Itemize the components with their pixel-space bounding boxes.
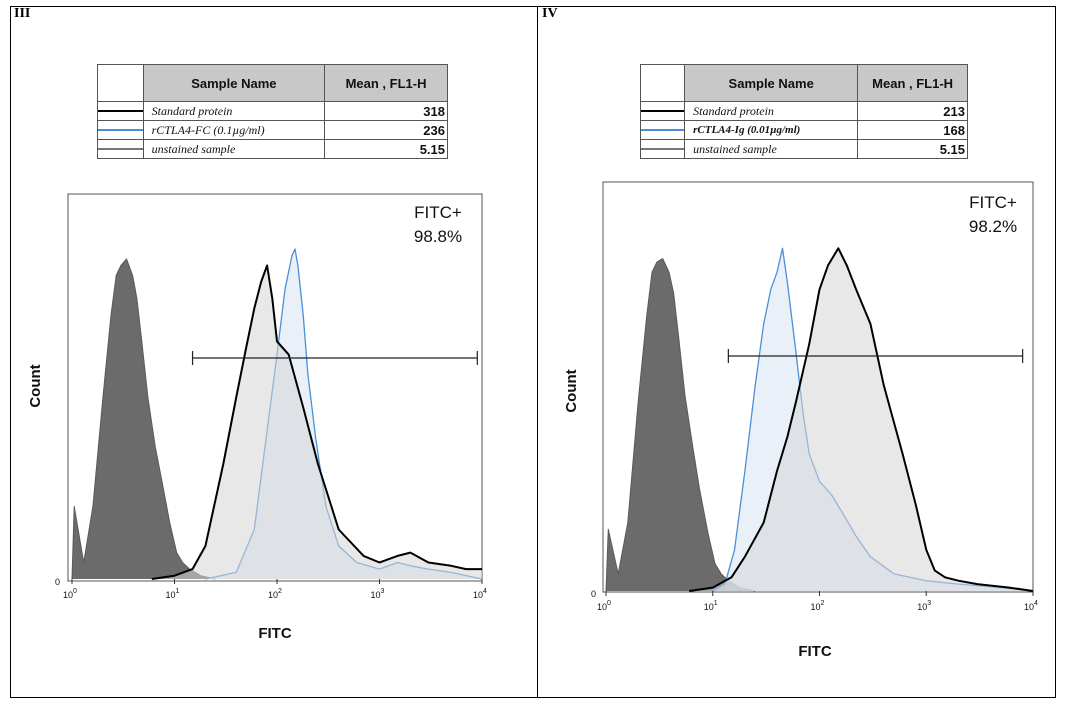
x-tick-label: 104 — [473, 588, 487, 600]
legend-mean-value: 213 — [857, 101, 968, 121]
legend-row: Standard protein 318 — [97, 101, 448, 121]
histogram-line-standard-protein — [688, 247, 1034, 592]
gate-label-name: FITC+ — [969, 193, 1017, 212]
legend-swatch — [97, 101, 144, 121]
panel-divider — [537, 6, 538, 698]
legend-row: rCTLA4-FC (0.1µg/ml) 236 — [97, 120, 448, 140]
y-zero-label: 0 — [591, 589, 596, 599]
x-tick-label: 100 — [63, 588, 77, 600]
legend-sample-name: rCTLA4-FC (0.1µg/ml) — [142, 120, 326, 140]
histogram-line-standard-protein — [151, 264, 482, 580]
histogram-series-group — [71, 248, 483, 580]
legend-swatch — [97, 139, 144, 159]
x-tick-label: 104 — [1024, 600, 1038, 612]
gate-label-percent: 98.2% — [969, 217, 1017, 236]
y-axis-label: Count — [563, 369, 580, 412]
legend-mean-value: 236 — [324, 120, 448, 140]
legend-mean-value: 318 — [324, 101, 448, 121]
header-mean: Mean , FL1-H — [324, 64, 448, 102]
header-sample-name: Sample Name — [684, 64, 859, 102]
legend-row: rCTLA4-Ig (0.01µg/ml) 168 — [639, 120, 968, 140]
legend-mean-value: 168 — [857, 120, 968, 140]
histogram-series-group — [605, 247, 1034, 592]
header-mean: Mean , FL1-H — [857, 64, 968, 102]
histogram-fill-standard-protein — [151, 265, 483, 579]
panel-iv: IV Sample Name Mean , FL1-H Standard pro… — [538, 6, 1056, 698]
gate-label-percent: 98.8% — [414, 227, 462, 246]
x-tick-label: 103 — [371, 588, 385, 600]
legend-sample-name: Standard protein — [684, 101, 859, 121]
legend-swatch — [639, 120, 686, 140]
x-tick-label: 102 — [811, 600, 825, 612]
header-sample-name: Sample Name — [142, 64, 326, 102]
x-axis-ticks: 100 101 102 103 104 — [63, 579, 487, 600]
histogram-fill-unstained-sample — [606, 258, 756, 591]
gate-marker — [727, 349, 1024, 363]
x-tick-label: 101 — [166, 588, 180, 600]
histogram-line-unstained-sample — [605, 258, 756, 592]
histogram-fill-unstained-sample — [72, 258, 216, 579]
legend-sample-name: unstained sample — [142, 139, 326, 159]
panel-iii: III Sample Name Mean , FL1-H Standard pr… — [10, 6, 537, 698]
legend-swatch — [639, 139, 686, 159]
gate-label-name: FITC+ — [414, 203, 462, 222]
legend-row: unstained sample 5.15 — [97, 139, 448, 159]
legend-table: Sample Name Mean , FL1-H Standard protei… — [639, 64, 968, 159]
legend-table: Sample Name Mean , FL1-H Standard protei… — [97, 64, 448, 159]
legend-row: unstained sample 5.15 — [639, 139, 968, 159]
histogram-chart: FITC+ 98.8% 100 101 102 103 104 0 FITC Count — [27, 193, 487, 642]
legend-row: Standard protein 213 — [639, 101, 968, 121]
y-axis-label: Count — [27, 364, 44, 407]
legend-swatch — [97, 120, 144, 140]
legend-mean-value: 5.15 — [324, 139, 448, 159]
legend-sample-name: unstained sample — [684, 139, 859, 159]
panel-label: IV — [542, 6, 558, 21]
x-tick-label: 102 — [268, 588, 282, 600]
x-tick-label: 103 — [917, 600, 931, 612]
x-tick-label: 101 — [704, 600, 718, 612]
histogram-chart: FITC+ 98.2% 100 101 102 103 104 0 FITC Count — [563, 181, 1038, 660]
legend-sample-name: rCTLA4-Ig (0.01µg/ml) — [684, 120, 859, 140]
x-axis-label: FITC — [798, 643, 831, 660]
legend-sample-name: Standard protein — [142, 101, 326, 121]
x-tick-label: 100 — [597, 600, 611, 612]
histogram-fill-standard-protein — [689, 248, 1033, 592]
y-zero-label: 0 — [55, 577, 60, 587]
legend-corner — [97, 64, 144, 102]
histogram-line-unstained-sample — [71, 258, 216, 580]
gate-marker — [191, 351, 478, 365]
x-axis-label: FITC — [258, 625, 291, 642]
legend-corner — [639, 64, 686, 102]
legend-mean-value: 5.15 — [857, 139, 968, 159]
panel-label: III — [14, 6, 31, 21]
x-axis-ticks: 100 101 102 103 104 — [597, 591, 1038, 612]
legend-swatch — [639, 101, 686, 121]
